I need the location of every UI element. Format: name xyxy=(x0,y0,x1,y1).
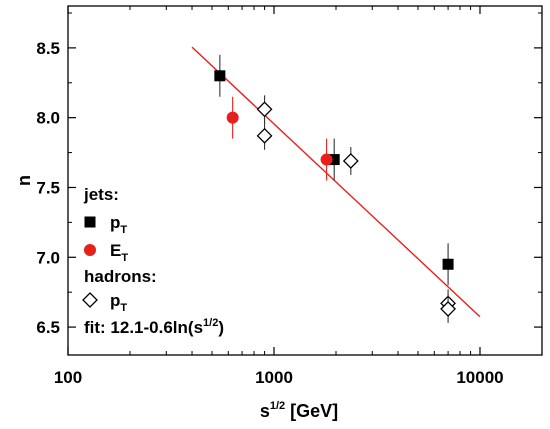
points-layer xyxy=(214,54,456,323)
data-point xyxy=(328,154,340,166)
y-tick-label: 6.5 xyxy=(36,318,60,337)
x-axis-title-sup: 1/2 xyxy=(270,400,285,412)
legend: jets: pT ET hadrons: pT fit: 12.1-0.6ln(… xyxy=(82,185,224,337)
x-tick-label: 1000 xyxy=(255,368,293,387)
x-axis-title: s1/2 [GeV] xyxy=(260,400,338,421)
fit-line xyxy=(191,46,481,318)
legend-label-hadrons-pt-base: p xyxy=(110,291,120,310)
legend-fit-formula-end: ) xyxy=(218,318,224,337)
legend-group-jets: jets: xyxy=(83,185,119,204)
legend-marker-jets-et xyxy=(84,244,96,256)
legend-label-hadrons-pt: pT xyxy=(110,291,127,314)
data-point xyxy=(320,153,333,166)
legend-fit-formula: fit: 12.1-0.6ln(s1/2) xyxy=(84,317,224,337)
legend-marker-jets-pt xyxy=(84,216,96,228)
data-point xyxy=(226,111,239,124)
legend-label-hadrons-pt-sub: T xyxy=(120,302,127,314)
legend-marker xyxy=(84,244,96,256)
data-point xyxy=(442,258,454,270)
y-tick-label: 8.5 xyxy=(36,39,60,58)
data-point xyxy=(342,153,359,169)
legend-label-jets-pt: pT xyxy=(110,213,127,236)
x-tick-label: 10000 xyxy=(456,368,503,387)
legend-label-jets-pt-sub: T xyxy=(120,224,127,236)
legend-marker xyxy=(84,216,96,228)
legend-label-jets-et-sub: T xyxy=(121,252,128,264)
legend-marker-hadrons-pt xyxy=(82,292,98,308)
legend-label-jets-et-base: E xyxy=(110,241,121,260)
legend-fit-formula-base: fit: 12.1-0.6ln(s xyxy=(84,318,203,337)
legend-group-hadrons: hadrons: xyxy=(84,267,157,286)
legend-marker xyxy=(82,292,98,308)
plot-frame xyxy=(67,5,543,356)
y-tick-label: 7.0 xyxy=(36,248,60,267)
data-point xyxy=(256,127,273,144)
x-axis-title-base: s xyxy=(260,401,270,421)
data-point xyxy=(256,101,273,118)
x-tick-label: 100 xyxy=(54,368,82,387)
data-point xyxy=(214,70,226,82)
legend-fit-formula-sup: 1/2 xyxy=(203,317,218,329)
y-axis-title: n xyxy=(14,175,34,186)
ticks-layer: 100 1000 10000 6.5 7.0 7.5 8.0 8.5 xyxy=(36,6,543,387)
y-tick-label: 8.0 xyxy=(36,109,60,128)
legend-label-jets-pt-base: p xyxy=(110,213,120,232)
y-tick-label: 7.5 xyxy=(36,178,60,197)
legend-label-jets-et: ET xyxy=(110,241,128,264)
x-axis-title-unit: [GeV] xyxy=(285,401,338,421)
data-point xyxy=(440,301,456,317)
fit-layer xyxy=(191,46,481,318)
